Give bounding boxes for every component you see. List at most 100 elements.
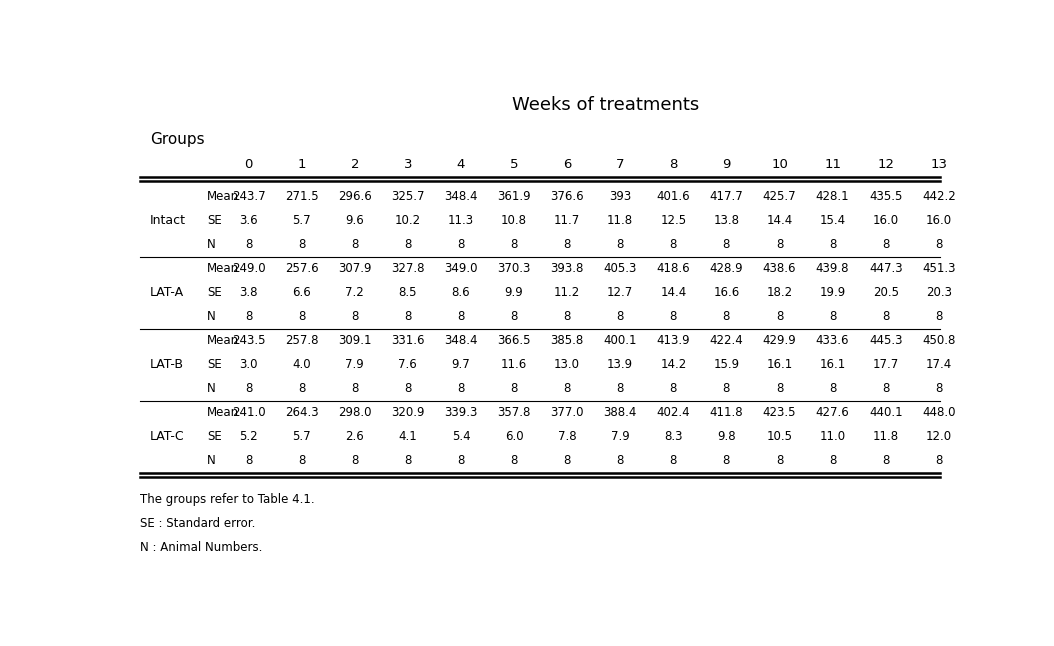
Text: 8: 8 xyxy=(723,454,730,468)
Text: 8: 8 xyxy=(828,382,836,395)
Text: 8: 8 xyxy=(404,382,411,395)
Text: 13.9: 13.9 xyxy=(607,359,633,371)
Text: Groups: Groups xyxy=(150,132,204,147)
Text: 18.2: 18.2 xyxy=(766,286,793,299)
Text: 8: 8 xyxy=(298,310,306,323)
Text: 12.7: 12.7 xyxy=(607,286,633,299)
Text: 423.5: 423.5 xyxy=(763,406,796,419)
Text: 8: 8 xyxy=(404,454,411,468)
Text: 296.6: 296.6 xyxy=(338,190,372,203)
Text: 7.2: 7.2 xyxy=(346,286,364,299)
Text: 339.3: 339.3 xyxy=(444,406,477,419)
Text: 243.7: 243.7 xyxy=(232,190,266,203)
Text: 8: 8 xyxy=(351,310,358,323)
Text: 325.7: 325.7 xyxy=(391,190,425,203)
Text: 348.4: 348.4 xyxy=(444,190,477,203)
Text: 8: 8 xyxy=(882,238,890,251)
Text: 8: 8 xyxy=(669,238,677,251)
Text: 349.0: 349.0 xyxy=(444,262,477,275)
Text: 4: 4 xyxy=(456,158,465,171)
Text: 376.6: 376.6 xyxy=(550,190,584,203)
Text: 417.7: 417.7 xyxy=(709,190,743,203)
Text: 19.9: 19.9 xyxy=(819,286,845,299)
Text: 264.3: 264.3 xyxy=(285,406,318,419)
Text: 13.8: 13.8 xyxy=(714,214,740,227)
Text: 8: 8 xyxy=(298,382,306,395)
Text: SE: SE xyxy=(207,430,221,443)
Text: 451.3: 451.3 xyxy=(922,262,956,275)
Text: Mean: Mean xyxy=(207,406,239,419)
Text: 16.0: 16.0 xyxy=(925,214,952,227)
Text: 309.1: 309.1 xyxy=(338,334,371,348)
Text: 8: 8 xyxy=(245,238,252,251)
Text: 5.2: 5.2 xyxy=(239,430,258,443)
Text: 8: 8 xyxy=(564,238,571,251)
Text: 3: 3 xyxy=(404,158,412,171)
Text: 442.2: 442.2 xyxy=(922,190,956,203)
Text: 10.8: 10.8 xyxy=(501,214,527,227)
Text: 427.6: 427.6 xyxy=(816,406,850,419)
Text: 9.9: 9.9 xyxy=(505,286,524,299)
Text: Weeks of treatments: Weeks of treatments xyxy=(512,96,699,114)
Text: 450.8: 450.8 xyxy=(922,334,956,348)
Text: 388.4: 388.4 xyxy=(604,406,637,419)
Text: 8: 8 xyxy=(564,454,571,468)
Text: 425.7: 425.7 xyxy=(763,190,797,203)
Text: 12.5: 12.5 xyxy=(660,214,686,227)
Text: 447.3: 447.3 xyxy=(868,262,902,275)
Text: SE: SE xyxy=(207,359,221,371)
Text: 8: 8 xyxy=(882,382,890,395)
Text: Mean: Mean xyxy=(207,262,239,275)
Text: 249.0: 249.0 xyxy=(232,262,266,275)
Text: 8: 8 xyxy=(617,238,624,251)
Text: 428.9: 428.9 xyxy=(709,262,743,275)
Text: 8: 8 xyxy=(776,310,783,323)
Text: 12: 12 xyxy=(877,158,894,171)
Text: 9: 9 xyxy=(722,158,730,171)
Text: 8: 8 xyxy=(669,310,677,323)
Text: 8: 8 xyxy=(298,238,306,251)
Text: 241.0: 241.0 xyxy=(232,406,266,419)
Text: 3.6: 3.6 xyxy=(239,214,258,227)
Text: 15.4: 15.4 xyxy=(820,214,845,227)
Text: 438.6: 438.6 xyxy=(763,262,796,275)
Text: 448.0: 448.0 xyxy=(922,406,956,419)
Text: 8: 8 xyxy=(776,382,783,395)
Text: 11.7: 11.7 xyxy=(554,214,581,227)
Text: 8: 8 xyxy=(510,454,518,468)
Text: N : Animal Numbers.: N : Animal Numbers. xyxy=(140,541,262,554)
Text: 8: 8 xyxy=(828,310,836,323)
Text: 8: 8 xyxy=(351,382,358,395)
Text: 9.8: 9.8 xyxy=(717,430,736,443)
Text: 8: 8 xyxy=(404,238,411,251)
Text: 366.5: 366.5 xyxy=(497,334,531,348)
Text: 11.2: 11.2 xyxy=(554,286,581,299)
Text: 8: 8 xyxy=(404,310,411,323)
Text: 7: 7 xyxy=(616,158,624,171)
Text: 400.1: 400.1 xyxy=(604,334,637,348)
Text: 8: 8 xyxy=(828,238,836,251)
Text: 8: 8 xyxy=(776,454,783,468)
Text: 8: 8 xyxy=(669,158,678,171)
Text: 14.4: 14.4 xyxy=(766,214,793,227)
Text: 8: 8 xyxy=(245,310,252,323)
Text: The groups refer to Table 4.1.: The groups refer to Table 4.1. xyxy=(140,493,314,506)
Text: 7.9: 7.9 xyxy=(346,359,364,371)
Text: 7.9: 7.9 xyxy=(611,430,629,443)
Text: 405.3: 405.3 xyxy=(604,262,637,275)
Text: 418.6: 418.6 xyxy=(657,262,690,275)
Text: 11.6: 11.6 xyxy=(501,359,527,371)
Text: 370.3: 370.3 xyxy=(497,262,531,275)
Text: 8: 8 xyxy=(457,454,465,468)
Text: 15.9: 15.9 xyxy=(714,359,740,371)
Text: Intact: Intact xyxy=(150,214,186,227)
Text: 8: 8 xyxy=(828,454,836,468)
Text: 4.0: 4.0 xyxy=(292,359,311,371)
Text: 12.0: 12.0 xyxy=(925,430,952,443)
Text: 13.0: 13.0 xyxy=(554,359,580,371)
Text: 16.1: 16.1 xyxy=(766,359,793,371)
Text: 2: 2 xyxy=(351,158,359,171)
Text: 7.6: 7.6 xyxy=(398,359,417,371)
Text: 320.9: 320.9 xyxy=(391,406,425,419)
Text: 331.6: 331.6 xyxy=(391,334,425,348)
